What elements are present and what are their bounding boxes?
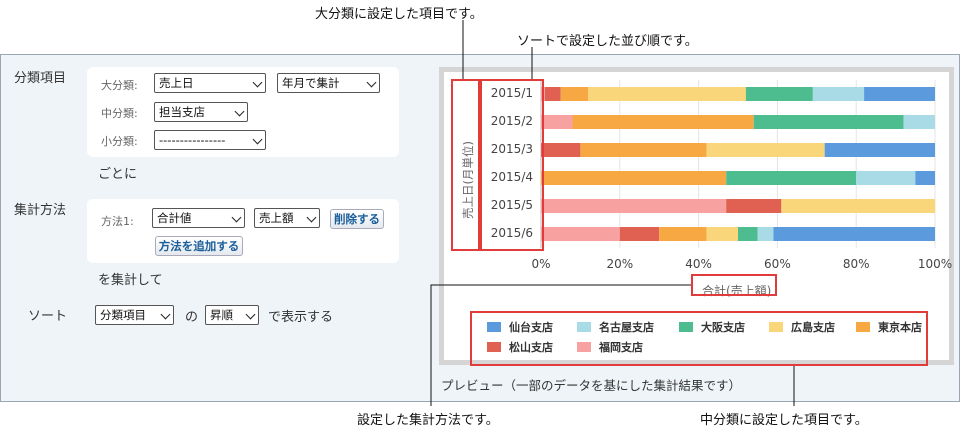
middle-label: 中分類: — [101, 107, 138, 120]
bar-segment — [856, 171, 916, 185]
highlight-x-title — [691, 274, 777, 296]
bar-segment — [903, 115, 935, 129]
major-label: 大分類: — [101, 79, 138, 92]
legend-item: 東京本店 — [856, 319, 922, 335]
bar-segment — [864, 87, 935, 101]
delete-method-button[interactable]: 削除する — [330, 209, 384, 229]
period-select[interactable]: 年月で集計 — [277, 73, 380, 93]
bar-segment — [773, 227, 935, 241]
classification-label: 分類項目 — [14, 71, 67, 86]
category-label: 2015/3 — [490, 142, 533, 156]
bar-segment — [619, 227, 660, 241]
category-label: 2015/5 — [490, 198, 533, 212]
sort-order-select[interactable]: 昇順 — [205, 305, 259, 325]
category-label: 2015/6 — [490, 226, 533, 240]
bar-segment — [824, 143, 935, 157]
bar-segment — [560, 87, 589, 101]
bar-segment — [580, 143, 707, 157]
bar-segment — [738, 227, 758, 241]
highlight-y-title — [451, 79, 480, 251]
bar-segment — [572, 115, 754, 129]
x-tick-label: 0% — [531, 257, 551, 271]
bar-segment — [915, 171, 935, 185]
category-label: 2015/1 — [490, 86, 533, 100]
bar-segment — [757, 227, 774, 241]
category-label: 2015/4 — [490, 170, 533, 184]
method1-label: 方法1: — [101, 215, 134, 228]
bar-segment — [706, 227, 738, 241]
bar-segment — [541, 171, 727, 185]
chevron-down-icon — [234, 106, 245, 117]
chevron-down-icon — [245, 309, 256, 320]
chevron-down-icon — [252, 77, 263, 88]
bar-segment — [753, 115, 904, 129]
bar-segment — [541, 115, 573, 129]
method-label: 集計方法 — [14, 203, 67, 218]
method1-field-select[interactable]: 売上額 — [254, 208, 320, 228]
method1-func-select[interactable]: 合計値 — [152, 208, 245, 228]
category-label: 2015/2 — [490, 114, 533, 128]
highlight-categories — [480, 79, 544, 251]
legend-swatch — [769, 322, 783, 332]
stacked-bar-chart — [540, 80, 936, 248]
of-text: の — [185, 310, 199, 325]
sort-field-select[interactable]: 分類項目 — [95, 305, 174, 325]
legend-item: 広島支店 — [769, 319, 835, 335]
x-tick-label: 80% — [842, 257, 870, 271]
annotation-major: 大分類に設定した項目です。 — [315, 7, 483, 22]
display-text: で表示する — [268, 310, 334, 325]
annotation-minor: 中分類に設定した項目です。 — [700, 413, 868, 428]
per-text: ごとに — [98, 167, 138, 182]
chevron-down-icon — [366, 77, 377, 88]
method-panel: 方法1: 合計値 売上額 削除する 方法を追加する — [87, 199, 399, 263]
annotation-sort: ソートで設定した並び順です。 — [517, 34, 698, 49]
aggregate-text: を集計して — [98, 273, 163, 288]
annotation-method: 設定した集計方法です。 — [357, 413, 499, 428]
minor-label: 小分類: — [101, 135, 138, 148]
chevron-down-icon — [306, 212, 317, 223]
bar-segment — [541, 143, 581, 157]
x-tick-label: 100% — [917, 257, 953, 271]
legend-swatch — [856, 322, 870, 332]
bar-segment — [726, 199, 782, 213]
bar-segment — [726, 171, 857, 185]
classification-panel: 大分類: 売上日 年月で集計 中分類: 担当支店 小分類: ----------… — [87, 67, 399, 157]
x-tick-label: 40% — [685, 257, 712, 271]
preview-caption: プレビュー（一部のデータを基にした集計結果です） — [441, 378, 742, 393]
middle-select[interactable]: 担当支店 — [154, 102, 248, 122]
sort-label: ソート — [28, 309, 68, 324]
highlight-legend — [470, 311, 928, 366]
bar-segment — [706, 143, 825, 157]
bar-segment — [541, 227, 620, 241]
legend-label: 東京本店 — [878, 321, 922, 334]
bar-segment — [541, 199, 727, 213]
chevron-down-icon — [252, 134, 263, 145]
legend-label: 大阪支店 — [701, 321, 745, 334]
chevron-down-icon — [231, 212, 242, 223]
bar-segment — [588, 87, 746, 101]
x-tick-label: 20% — [606, 257, 634, 271]
chevron-down-icon — [160, 309, 171, 320]
bar-segment — [812, 87, 865, 101]
bar-segment — [745, 87, 813, 101]
x-tick-label: 60% — [764, 257, 791, 271]
add-method-button[interactable]: 方法を追加する — [155, 236, 243, 256]
bar-segment — [544, 87, 561, 101]
major-select[interactable]: 売上日 — [154, 73, 266, 93]
bar-segment — [659, 227, 707, 241]
minor-select[interactable]: ---------------- — [154, 130, 266, 150]
bar-segment — [781, 199, 935, 213]
legend-label: 広島支店 — [791, 321, 835, 334]
